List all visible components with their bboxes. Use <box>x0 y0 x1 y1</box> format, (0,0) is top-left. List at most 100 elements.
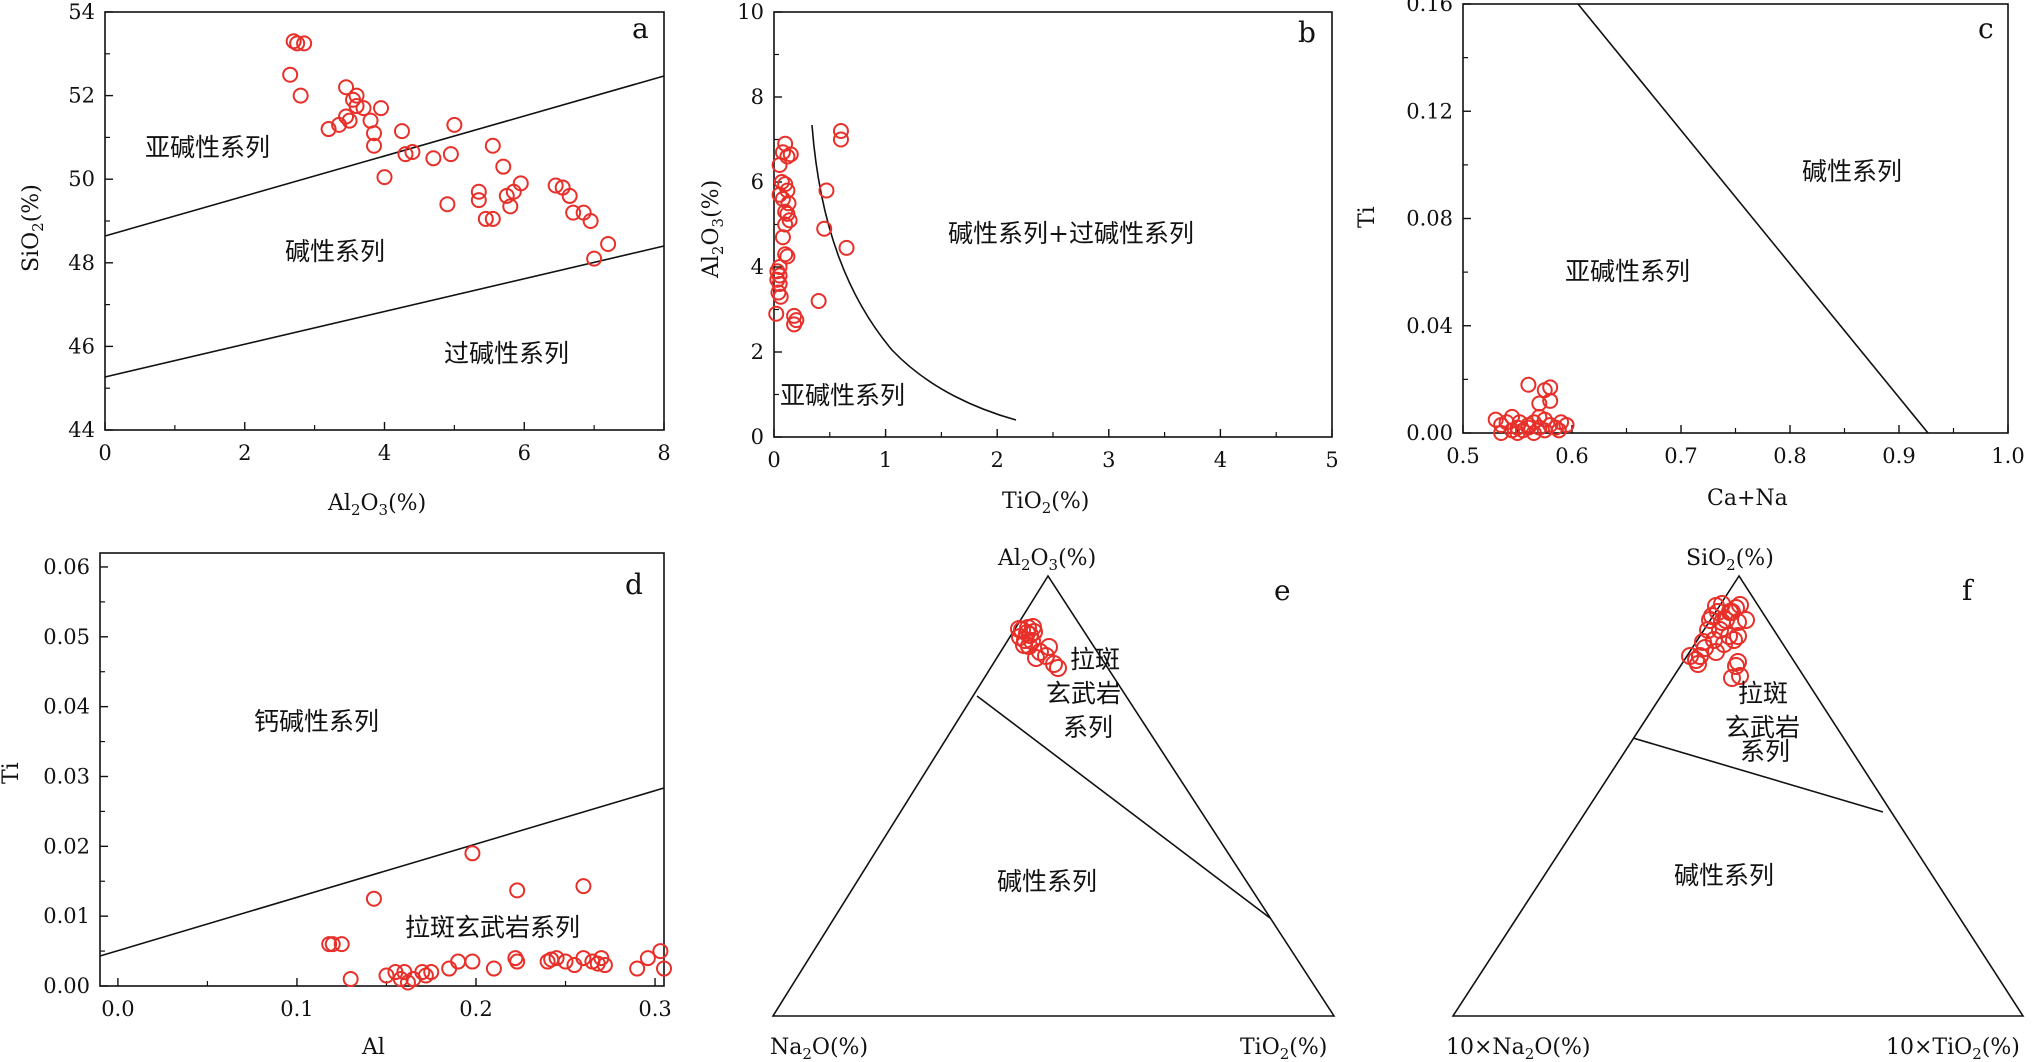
data-point <box>397 146 414 163</box>
data-point <box>1045 655 1063 673</box>
y-tick-label: 54 <box>68 0 95 24</box>
data-point <box>780 195 797 212</box>
y-tick-label: 8 <box>751 85 764 109</box>
boundary-line <box>1632 737 1884 813</box>
data-point <box>464 845 481 862</box>
data-point <box>832 123 849 139</box>
panel-letter: d <box>625 568 643 601</box>
panel-f: f 拉斑 玄武岩 系列 碱性系列 SiO2(%) 10×Na2O(%) 10×T… <box>1446 546 2025 1062</box>
x-axis-label: Ca+Na <box>1707 486 1788 511</box>
data-point <box>338 108 355 125</box>
data-point <box>1729 627 1747 645</box>
data-point <box>1520 376 1537 393</box>
data-point <box>464 953 481 970</box>
data-point <box>1049 659 1067 677</box>
panel-e: e 拉斑 玄武岩 系列 碱性系列 Al2O3(%) Na2O(%) TiO2(%… <box>770 546 1336 1062</box>
y-tick-label: 0.12 <box>1406 99 1453 123</box>
x-axis-label: Al2O3(%) <box>327 491 426 519</box>
panel-letter: b <box>1298 16 1316 49</box>
boundary-line-lower <box>104 245 665 378</box>
data-point <box>774 229 791 246</box>
data-point <box>470 192 487 209</box>
boundary-line <box>1577 3 1929 434</box>
data-point <box>547 177 564 194</box>
x-tick-label: 1.0 <box>1991 444 2024 468</box>
data-point <box>441 960 458 977</box>
y-axis-label: SiO2(%) <box>19 184 47 272</box>
x-tick-label: 0.5 <box>1446 444 1479 468</box>
data-point <box>509 953 526 970</box>
region-label: 碱性系列+过碱性系列 <box>948 219 1194 248</box>
data-point <box>439 196 456 213</box>
x-tick-label: 3 <box>1102 448 1115 472</box>
data-point <box>348 87 365 104</box>
apex-label-right: TiO2(%) <box>1240 1035 1327 1062</box>
y-tick-label: 0.16 <box>1406 0 1453 16</box>
data-point <box>502 198 519 215</box>
data-point <box>832 131 849 148</box>
data-point <box>557 953 574 970</box>
data-point <box>1694 633 1712 651</box>
data-point <box>1550 422 1567 439</box>
data-point <box>470 183 487 200</box>
x-tick-label: 6 <box>518 441 531 465</box>
plot-frame <box>104 11 665 431</box>
data-point <box>484 137 501 154</box>
x-tick-label: 0.1 <box>280 997 313 1021</box>
y-tick-label: 0.01 <box>43 904 90 928</box>
data-point <box>484 210 501 227</box>
data-point <box>296 35 313 52</box>
y-tick-label: 10 <box>737 0 764 24</box>
data-point <box>425 150 442 167</box>
y-tick-label: 48 <box>68 251 95 275</box>
x-tick-label: 0.2 <box>459 997 492 1021</box>
x-tick-label: 1 <box>879 448 892 472</box>
data-point <box>292 87 309 104</box>
data-point <box>596 957 613 974</box>
data-point <box>341 112 358 129</box>
x-axis-label: TiO2(%) <box>1002 489 1089 517</box>
boundary-curve <box>811 124 1017 421</box>
data-point <box>1487 411 1504 428</box>
data-point <box>446 116 463 133</box>
plot-frame <box>99 552 665 987</box>
region-label: 碱性系列 <box>1674 861 1774 890</box>
data-point <box>289 35 306 52</box>
data-point <box>1713 595 1731 613</box>
data-point <box>656 960 672 977</box>
data-point <box>779 248 796 265</box>
data-point <box>639 950 656 967</box>
data-point <box>512 175 529 192</box>
data-point <box>338 79 355 96</box>
data-point <box>777 246 794 263</box>
panel-c: 0.5 0.6 0.7 0.8 0.9 1.0 0.00 0.04 0.08 0.12 0.16 c… <box>1355 0 2025 511</box>
region-label: 亚碱性系列 <box>780 381 905 410</box>
y-axis-label: Ti <box>0 762 24 784</box>
data-point <box>477 210 494 227</box>
data-point <box>773 174 790 190</box>
y-tick-label: 2 <box>751 340 764 364</box>
data-point <box>768 305 785 322</box>
region-label: 玄武岩 <box>1046 679 1121 708</box>
data-point <box>774 144 791 161</box>
x-tick-label: 4 <box>1214 448 1227 472</box>
region-label: 过碱性系列 <box>444 339 569 368</box>
data-point <box>779 182 796 199</box>
y-tick-label: 0.02 <box>43 834 90 858</box>
data-point <box>1531 408 1548 425</box>
y-tick-label: 44 <box>68 418 95 442</box>
region-label: 拉斑 <box>1738 679 1788 708</box>
apex-label-top: SiO2(%) <box>1686 546 1774 574</box>
data-point <box>414 964 431 981</box>
data-point <box>652 943 669 960</box>
y-tick-label: 0.03 <box>43 764 90 788</box>
y-tick-label: 0.00 <box>43 974 90 998</box>
ternary-triangle <box>771 574 1336 1017</box>
data-point <box>838 239 855 256</box>
boundary-line <box>99 787 665 957</box>
data-point <box>342 971 359 988</box>
region-label: 拉斑玄武岩系列 <box>405 913 580 942</box>
region-label: 玄武岩 <box>1725 713 1800 742</box>
y-tick-label: 4 <box>751 255 764 279</box>
